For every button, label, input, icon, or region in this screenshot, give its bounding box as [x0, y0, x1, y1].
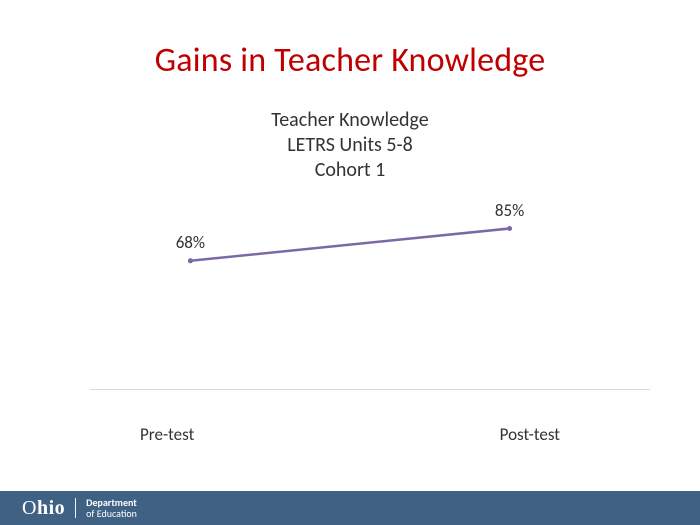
- chart-x-labels: Pre-test Post-test: [140, 424, 560, 445]
- x-label-pre-test: Pre-test: [140, 424, 194, 445]
- logo-divider: [75, 498, 76, 518]
- ohio-logo: Ohio Department of Education: [22, 497, 137, 520]
- chart-subtitle: Teacher Knowledge LETRS Units 5-8 Cohort…: [0, 108, 700, 183]
- chart-plot-area: 68% 85%: [140, 200, 560, 390]
- dept-label: Department of Education: [86, 497, 137, 520]
- slide: Gains in Teacher Knowledge Teacher Knowl…: [0, 0, 700, 525]
- chart-svg: [140, 200, 560, 390]
- line-chart: 68%85% Pre-test Post-test: [140, 200, 560, 415]
- subtitle-line-3: Cohort 1: [0, 158, 700, 183]
- value-label-0: 68%: [176, 232, 205, 253]
- value-label-1: 85%: [495, 200, 524, 221]
- dept-line-2: of Education: [86, 508, 137, 520]
- footer-bar: Ohio Department of Education: [0, 491, 700, 525]
- ohio-wordmark: Ohio: [22, 497, 65, 520]
- slide-title: Gains in Teacher Knowledge: [0, 40, 700, 81]
- chart-axis-rule: [90, 389, 650, 390]
- x-label-post-test: Post-test: [500, 424, 560, 445]
- subtitle-line-2: LETRS Units 5-8: [0, 133, 700, 158]
- subtitle-line-1: Teacher Knowledge: [0, 108, 700, 133]
